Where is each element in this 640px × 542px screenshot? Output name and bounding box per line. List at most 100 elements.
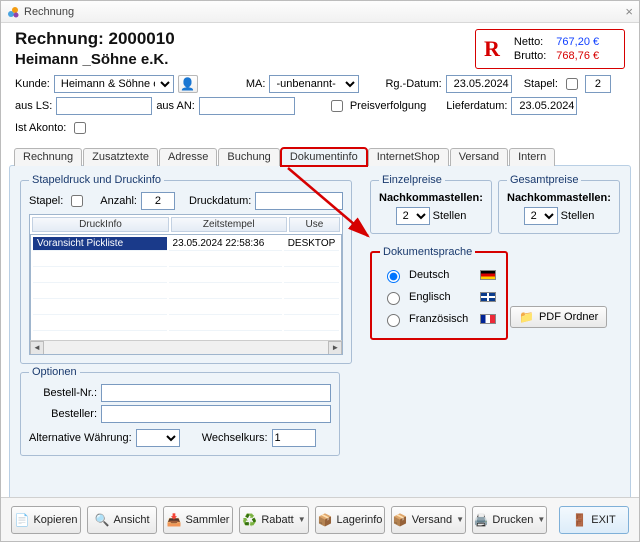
gesamtpreise-legend: Gesamtpreise [507, 174, 581, 186]
einzel-combo[interactable]: 2 [396, 207, 430, 225]
lang-option-en[interactable]: Englisch [380, 286, 498, 308]
stapel2-checkbox[interactable] [71, 195, 83, 207]
flag-en-icon [480, 292, 496, 302]
lang-option-de[interactable]: Deutsch [380, 264, 498, 286]
bestellnr-field[interactable] [101, 384, 331, 402]
preisverfolgung-checkbox[interactable] [331, 100, 343, 112]
tab-versand[interactable]: Versand [450, 148, 508, 166]
tab-buchung[interactable]: Buchung [218, 148, 279, 166]
einzel-suffix: Stellen [433, 210, 467, 222]
tab-internetshop[interactable]: InternetShop [368, 148, 449, 166]
grid-col[interactable]: DruckInfo [32, 217, 169, 232]
versand-button[interactable]: 📦Versand▼ [391, 506, 466, 534]
lang-label: Englisch [409, 291, 451, 303]
kopieren-button[interactable]: 📄Kopieren [11, 506, 81, 534]
sammler-button[interactable]: 📥Sammler [163, 506, 233, 534]
page-title: Rechnung: 2000010 [15, 29, 475, 49]
lang-radio[interactable] [387, 270, 400, 283]
druckdatum-field[interactable] [255, 192, 343, 210]
kunde-label: Kunde: [15, 78, 50, 90]
grid-scrollbar[interactable]: ◄ ► [30, 340, 342, 354]
grid-cell[interactable]: DESKTOP [284, 237, 340, 251]
titlebar: Rechnung × [1, 1, 639, 23]
ma-combo[interactable]: -unbenannt- [269, 75, 359, 93]
kunde-combo[interactable]: Heimann & Söhne e.K. [54, 75, 174, 93]
totals-box: R Netto: 767,20 € Brutto: 768,76 € [475, 29, 625, 69]
rgdatum-field[interactable] [446, 75, 512, 93]
besteller-field[interactable] [101, 405, 331, 423]
druckinfo-grid[interactable]: DruckInfoZeitstempelUse [29, 214, 343, 235]
bottom-toolbar: 📄Kopieren 🔍Ansicht 📥Sammler ♻️Rabatt▼ 📦L… [1, 497, 639, 541]
wechselkurs-label: Wechselkurs: [202, 432, 268, 444]
stapeldruck-fieldset: Stapeldruck und Druckinfo Stapel: Anzahl… [20, 174, 352, 364]
lang-option-fr[interactable]: Französisch [380, 308, 498, 330]
lang-label: Französisch [409, 313, 468, 325]
stapel-checkbox[interactable] [566, 78, 578, 90]
print-icon: 🖨️ [473, 514, 488, 526]
ansicht-button[interactable]: 🔍Ansicht [87, 506, 157, 534]
gesamt-label: Nachkommastellen: [507, 192, 611, 204]
pdf-ordner-label: PDF Ordner [539, 311, 598, 323]
altwaehrung-combo[interactable] [136, 429, 180, 447]
brutto-label: Brutto: [510, 50, 550, 62]
drucken-button[interactable]: 🖨️Drucken▼ [472, 506, 547, 534]
flag-de-icon [480, 270, 496, 280]
rabatt-button[interactable]: ♻️Rabatt▼ [239, 506, 309, 534]
scroll-right-icon[interactable]: ► [328, 341, 342, 355]
scroll-left-icon[interactable]: ◄ [30, 341, 44, 355]
lieferdatum-field[interactable] [511, 97, 577, 115]
flag-fr-icon [480, 314, 496, 324]
besteller-label: Besteller: [29, 408, 97, 420]
chevron-down-icon: ▼ [456, 515, 464, 524]
tab-client-area: RechnungZusatztexteAdresseBuchungDokumen… [9, 165, 631, 515]
einzelpreise-fieldset: Einzelpreise Nachkommastellen: 2 Stellen [370, 174, 492, 234]
grid-col[interactable]: Zeitstempel [171, 217, 287, 232]
grid-col[interactable]: Use [289, 217, 341, 232]
shipping-icon: 📦 [393, 514, 408, 526]
chevron-down-icon: ▼ [298, 515, 306, 524]
ausls-label: aus LS: [15, 100, 52, 112]
gesamtpreise-fieldset: Gesamtpreise Nachkommastellen: 2 Stellen [498, 174, 620, 234]
anzahl-field[interactable] [141, 192, 175, 210]
istakonto-checkbox[interactable] [74, 122, 86, 134]
lagerinfo-button[interactable]: 📦Lagerinfo [315, 506, 385, 534]
ausan-label: aus AN: [156, 100, 195, 112]
kunde-lookup-button[interactable]: 👤 [178, 75, 198, 93]
app-icon [7, 6, 19, 18]
window-title: Rechnung [24, 6, 74, 18]
folder-icon: 📁 [519, 311, 534, 323]
ma-label: MA: [246, 78, 266, 90]
close-icon[interactable]: × [625, 4, 633, 19]
einzel-label: Nachkommastellen: [379, 192, 483, 204]
preisverfolgung-label: Preisverfolgung [350, 100, 426, 112]
ausls-field[interactable] [56, 97, 152, 115]
tab-adresse[interactable]: Adresse [159, 148, 217, 166]
exit-icon: 🚪 [572, 514, 587, 526]
tab-rechnung[interactable]: Rechnung [14, 148, 82, 166]
stapel-label: Stapel: [524, 78, 558, 90]
lang-radio[interactable] [387, 314, 400, 327]
gesamt-combo[interactable]: 2 [524, 207, 558, 225]
person-icon: 👤 [180, 78, 195, 90]
druckdatum-label: Druckdatum: [189, 195, 251, 207]
optionen-legend: Optionen [29, 366, 80, 378]
tab-intern[interactable]: Intern [509, 148, 555, 166]
netto-label: Netto: [510, 36, 550, 48]
grid-cell[interactable]: 23.05.2024 22:58:36 [169, 237, 282, 251]
lang-radio[interactable] [387, 292, 400, 305]
grid-cell[interactable]: Voransicht Pickliste [33, 237, 167, 251]
tab-dokumentinfo[interactable]: Dokumentinfo [281, 148, 367, 166]
page-subtitle: Heimann _Söhne e.K. [15, 51, 475, 68]
stapel2-label: Stapel: [29, 195, 63, 207]
stapel-field[interactable] [585, 75, 611, 93]
wechselkurs-field[interactable] [272, 429, 316, 447]
invoice-r-icon: R [484, 36, 500, 62]
chevron-down-icon: ▼ [537, 515, 545, 524]
exit-button[interactable]: 🚪EXIT [559, 506, 629, 534]
tab-zusatztexte[interactable]: Zusatztexte [83, 148, 158, 166]
ausan-field[interactable] [199, 97, 295, 115]
pdf-ordner-button[interactable]: 📁 PDF Ordner [510, 306, 607, 328]
view-icon: 🔍 [94, 514, 109, 526]
collector-icon: 📥 [167, 514, 182, 526]
brutto-value: 768,76 € [552, 50, 603, 62]
